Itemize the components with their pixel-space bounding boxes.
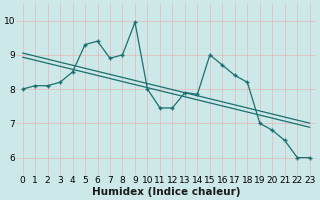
X-axis label: Humidex (Indice chaleur): Humidex (Indice chaleur)	[92, 187, 240, 197]
